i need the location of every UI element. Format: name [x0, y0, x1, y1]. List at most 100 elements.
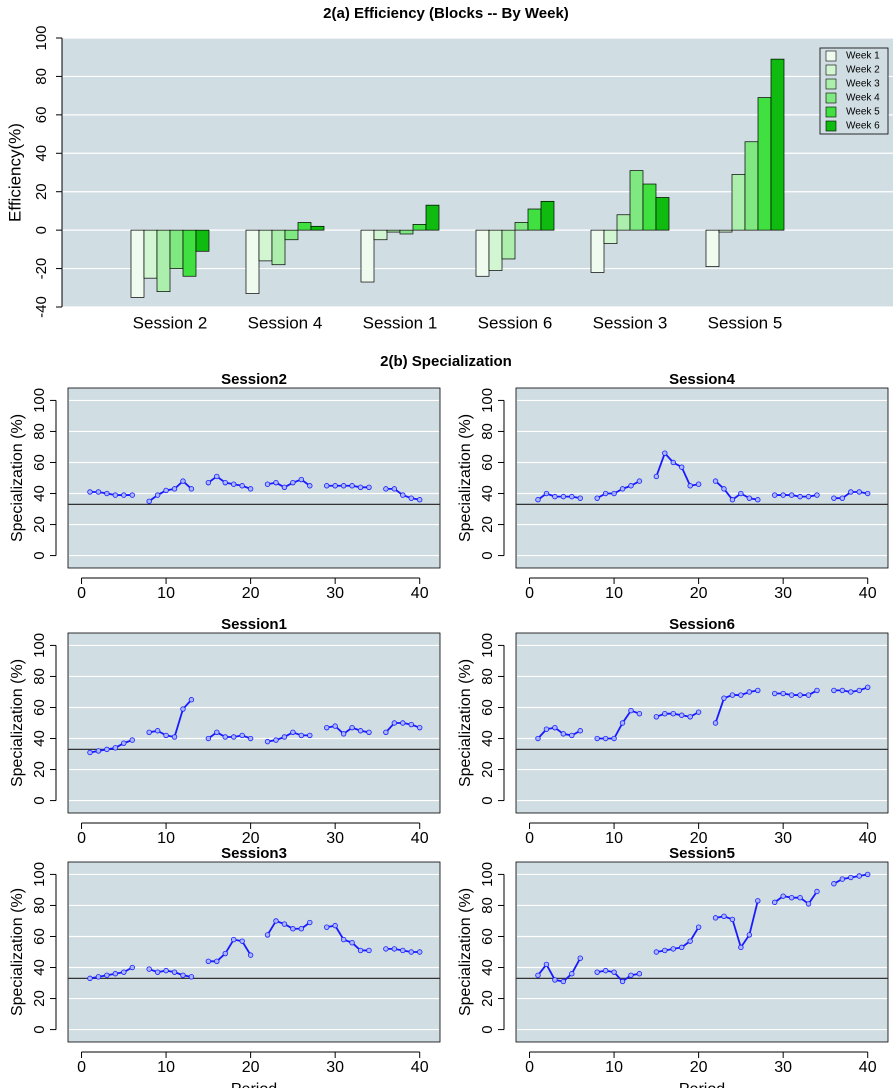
- legend-swatch: [825, 92, 837, 104]
- data-point: [670, 946, 676, 952]
- data-point: [755, 497, 761, 503]
- bar: [603, 229, 618, 244]
- data-point: [738, 490, 744, 497]
- section-title: 2(b) Specialization: [380, 353, 512, 370]
- x-tick-label: 30: [326, 830, 344, 847]
- data-point: [264, 738, 271, 745]
- bar: [143, 229, 158, 279]
- data-point: [324, 724, 330, 731]
- x-tick-label: 30: [326, 585, 344, 602]
- data-point: [349, 724, 355, 731]
- y-tick-label: -40: [33, 296, 50, 318]
- x-tick-label: Session 2: [133, 313, 208, 332]
- bar: [770, 58, 785, 231]
- data-point: [848, 489, 854, 495]
- data-point: [281, 484, 288, 491]
- plot-area: [67, 387, 441, 569]
- data-point: [780, 893, 786, 899]
- data-point: [738, 692, 744, 698]
- y-tick-label: 60: [479, 928, 496, 945]
- bar: [156, 229, 171, 292]
- data-point: [264, 481, 271, 487]
- data-point: [839, 687, 846, 694]
- data-point: [129, 964, 135, 971]
- data-point: [619, 720, 626, 726]
- x-tick-label: Session 4: [248, 313, 323, 332]
- data-point: [670, 710, 676, 717]
- data-point: [569, 971, 575, 977]
- x-tick-label: 30: [774, 585, 792, 602]
- data-line: [89, 475, 420, 503]
- legend-box: [819, 47, 889, 135]
- x-tick-label: 0: [525, 585, 534, 602]
- y-axis-label: Specialization (%): [9, 414, 26, 542]
- data-point: [95, 974, 102, 980]
- plot-area: [515, 387, 889, 569]
- data-point: [636, 971, 643, 977]
- y-tick-label: 60: [31, 928, 48, 945]
- bar: [130, 229, 145, 298]
- data-point: [349, 483, 355, 489]
- y-tick-label: 80: [33, 68, 50, 85]
- data-point: [679, 464, 685, 470]
- x-tick-label: Session 5: [708, 313, 783, 332]
- y-tick-label: 100: [479, 862, 496, 887]
- x-tick-label: 0: [77, 585, 86, 602]
- data-point: [856, 687, 862, 694]
- data-point: [848, 874, 854, 881]
- y-tick-label: 60: [31, 454, 48, 471]
- data-point: [788, 492, 795, 498]
- y-tick-label: 80: [31, 668, 48, 685]
- data-point: [332, 483, 338, 489]
- data-point: [560, 493, 567, 500]
- data-point: [129, 492, 135, 498]
- y-tick-label: 100: [31, 633, 48, 658]
- data-point: [281, 734, 288, 740]
- x-tick-label: 10: [157, 830, 175, 847]
- x-tick-label: 40: [859, 830, 877, 847]
- data-point: [247, 486, 254, 492]
- bar: [642, 183, 657, 231]
- data-point: [290, 926, 296, 932]
- data-point: [535, 497, 541, 503]
- data-line: [537, 451, 868, 501]
- data-point: [797, 692, 803, 698]
- data-point: [332, 922, 338, 929]
- data-point: [222, 950, 228, 957]
- data-point: [87, 975, 93, 982]
- data-point: [772, 899, 778, 906]
- data-point: [171, 734, 178, 740]
- bar: [182, 229, 197, 277]
- y-axis-label: Specialization (%): [457, 414, 474, 542]
- data-point: [205, 735, 212, 742]
- data-point: [112, 971, 119, 977]
- data-point: [636, 710, 643, 717]
- data-point: [273, 918, 279, 924]
- x-tick-label: 20: [690, 585, 708, 602]
- data-point: [839, 495, 846, 501]
- y-tick-label: 60: [479, 454, 496, 471]
- data-point: [619, 978, 626, 985]
- x-tick-label: 20: [242, 830, 260, 847]
- bar: [590, 229, 605, 273]
- bar: [360, 229, 375, 283]
- data-point: [611, 490, 617, 497]
- y-tick-label: 0: [479, 1025, 496, 1033]
- y-tick-label: 100: [31, 388, 48, 413]
- y-tick-label: 40: [31, 485, 48, 502]
- panel-title: Session1: [221, 616, 287, 633]
- data-point: [163, 487, 169, 494]
- x-tick-label: 10: [605, 1059, 623, 1076]
- x-tick-label: 40: [411, 1059, 429, 1076]
- data-point: [687, 938, 693, 944]
- data-point: [298, 732, 305, 739]
- y-axis-label: Specialization (%): [9, 888, 26, 1016]
- data-point: [307, 919, 313, 926]
- data-point: [721, 695, 727, 701]
- x-tick-label: 20: [690, 830, 708, 847]
- y-tick-label: -20: [33, 258, 50, 280]
- data-point: [653, 949, 660, 955]
- data-point: [239, 938, 245, 944]
- data-point: [695, 481, 702, 487]
- bar: [169, 229, 184, 269]
